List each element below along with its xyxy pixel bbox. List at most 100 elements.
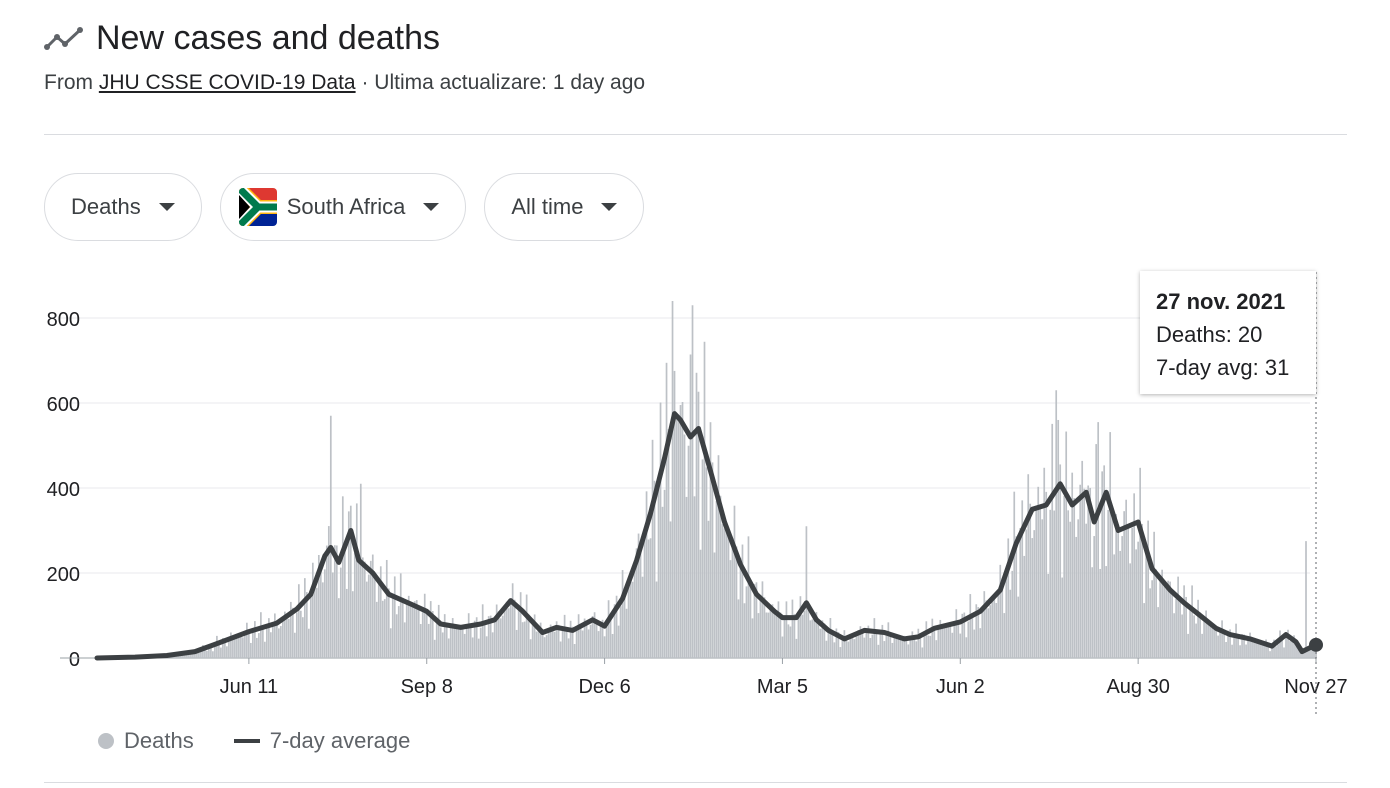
deaths-bar <box>945 624 948 658</box>
deaths-bar <box>889 633 892 658</box>
deaths-bar <box>837 632 840 658</box>
time-range-dropdown[interactable]: All time <box>484 173 645 241</box>
filter-bar: Deaths South Africa All time <box>44 173 662 241</box>
deaths-bar <box>268 618 270 658</box>
deaths-bar <box>833 642 836 658</box>
deaths-bar <box>743 603 746 658</box>
metric-dropdown[interactable]: Deaths <box>44 173 202 241</box>
deaths-bar <box>541 631 544 658</box>
deaths-bar <box>1037 486 1040 658</box>
deaths-bar <box>1217 635 1219 658</box>
deaths-bar <box>1085 523 1088 658</box>
deaths-bar <box>1131 527 1133 658</box>
deaths-bar <box>1031 538 1034 658</box>
deaths-bar <box>1173 613 1175 658</box>
deaths-bar <box>779 612 782 658</box>
deaths-bar <box>937 628 940 658</box>
deaths-bar <box>283 611 286 658</box>
deaths-bar <box>345 588 348 658</box>
deaths-bar <box>1225 642 1227 658</box>
header-divider <box>44 134 1347 135</box>
deaths-bar <box>553 631 556 658</box>
deaths-bar <box>603 636 606 658</box>
deaths-bar <box>329 415 332 658</box>
deaths-bar <box>1309 645 1311 658</box>
deaths-bar <box>623 591 626 658</box>
deaths-bar <box>813 614 816 658</box>
chevron-down-icon <box>601 203 618 211</box>
deaths-bar <box>1291 640 1293 658</box>
deaths-bar <box>863 637 866 658</box>
deaths-bar <box>665 362 668 658</box>
deaths-bar <box>307 628 310 658</box>
deaths-bar <box>599 622 602 658</box>
deaths-bar <box>218 643 220 658</box>
deaths-bar <box>455 627 458 658</box>
deaths-bar <box>719 495 722 658</box>
deaths-bar <box>260 612 262 658</box>
deaths-bar <box>351 591 354 658</box>
deaths-bar <box>949 625 952 658</box>
deaths-bar <box>1015 536 1018 658</box>
deaths-bar <box>1149 588 1151 658</box>
deaths-bar <box>210 643 212 658</box>
country-dropdown[interactable]: South Africa <box>219 173 467 241</box>
deaths-bar <box>523 621 526 658</box>
deaths-bar <box>851 634 854 658</box>
deaths-bar <box>481 604 484 658</box>
deaths-bar <box>955 609 958 658</box>
deaths-bar <box>989 605 992 658</box>
deaths-bar <box>1123 511 1126 658</box>
deaths-bar <box>1283 647 1285 658</box>
deaths-bar <box>733 505 736 658</box>
source-link[interactable]: JHU CSSE COVID-19 Data <box>98 71 356 94</box>
deaths-bar <box>501 615 504 658</box>
deaths-bar <box>615 595 618 658</box>
deaths-bar <box>841 638 844 658</box>
deaths-bar <box>511 583 514 658</box>
deaths-bar <box>629 571 632 658</box>
deaths-bar <box>1253 642 1255 658</box>
deaths-bar <box>1267 643 1269 658</box>
deaths-bar <box>1053 510 1056 658</box>
deaths-bar <box>325 545 328 658</box>
deaths-bar <box>1077 519 1080 658</box>
average-line <box>94 411 1319 661</box>
deaths-bar <box>975 604 978 658</box>
deaths-bar <box>551 628 554 658</box>
deaths-bar <box>1227 630 1229 658</box>
deaths-bar <box>721 524 724 658</box>
deaths-bar <box>1073 498 1076 658</box>
deaths-bar <box>1303 649 1305 658</box>
deaths-bar <box>517 608 520 658</box>
chart-tooltip: 27 nov. 2021 Deaths: 20 7-day avg: 31 <box>1140 271 1316 394</box>
deaths-bar <box>1249 632 1251 658</box>
deaths-bar <box>252 629 254 658</box>
deaths-bar <box>923 634 926 658</box>
deaths-bar <box>373 574 376 658</box>
deaths-bar <box>807 603 810 658</box>
deaths-bar <box>959 633 962 658</box>
deaths-bar <box>811 619 814 658</box>
deaths-bar <box>315 587 318 658</box>
deaths-bar <box>907 644 910 658</box>
deaths-bar <box>238 635 240 658</box>
deaths-bar <box>467 613 470 658</box>
deaths-chart[interactable]: 0 200 400 600 800 Jun 11 Sep 8 Dec 6 Mar 5 Jun 2 A… <box>0 260 1390 720</box>
deaths-bar <box>289 601 292 658</box>
deaths-bar <box>1081 460 1084 658</box>
deaths-bar <box>1105 566 1108 658</box>
deaths-bar <box>821 620 824 658</box>
deaths-bar <box>785 601 788 658</box>
deaths-bar <box>855 635 858 658</box>
deaths-bar <box>1017 596 1020 658</box>
deaths-bar <box>270 632 272 658</box>
deaths-bar <box>1259 641 1261 658</box>
deaths-bar <box>993 594 996 658</box>
deaths-bar <box>377 582 380 658</box>
deaths-bar <box>1163 586 1165 658</box>
deaths-bar <box>611 633 614 658</box>
deaths-bar <box>407 595 410 658</box>
deaths-bar <box>879 629 882 658</box>
deaths-bar <box>1165 586 1167 658</box>
